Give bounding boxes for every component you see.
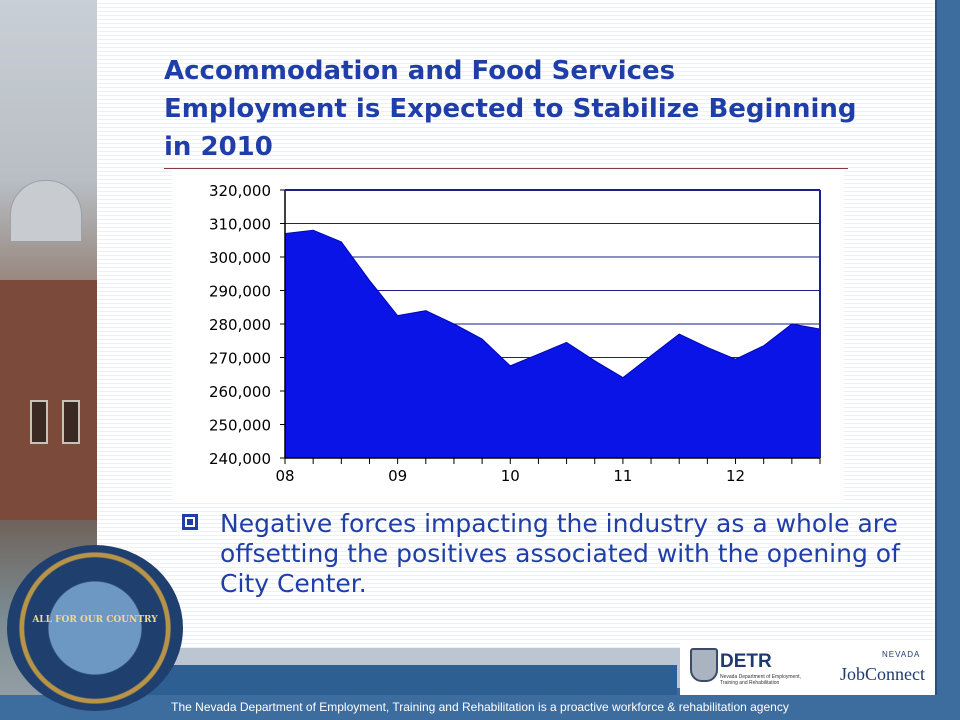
jobconnect-state-text: NEVADA [882,650,921,659]
y-tick-label: 300,000 [209,249,271,267]
right-border [935,0,960,720]
y-tick-label: 280,000 [209,316,271,334]
building-window [62,400,80,444]
footer-text: The Nevada Department of Employment, Tra… [171,700,789,714]
building-window [30,400,48,444]
y-tick-label: 240,000 [209,450,271,468]
checkbox-bullet-icon [182,514,198,530]
nevada-state-seal: ALL FOR OUR COUNTRY [7,545,183,711]
employment-area-chart: 320,000 310,000 300,000 290,000 280,000 270,0… [209,182,821,485]
x-tick-label: 10 [501,467,520,485]
y-tick-label: 260,000 [209,383,271,401]
footer-bar [0,695,960,720]
capitol-building [0,280,97,520]
y-tick-label: 320,000 [209,182,271,200]
x-tick-label: 09 [388,467,407,485]
jobconnect-name-text: JobConnect [840,664,925,684]
footer-band-dark [97,665,677,695]
x-tick-label: 12 [726,467,745,485]
y-tick-label: 310,000 [209,216,271,234]
detr-logo-text: DETR [720,651,772,672]
logo-panel: DETR Nevada Department of Employment, Tr… [680,640,935,695]
nevada-shield-icon [690,648,718,682]
detr-logo: DETR Nevada Department of Employment, Tr… [690,646,810,688]
seal-text: ALL FOR OUR COUNTRY [32,615,158,625]
title-underline [164,168,848,169]
capitol-dome [10,180,82,242]
y-tick-label: 250,000 [209,417,271,435]
employment-area-series [284,229,821,459]
slide-title: Accommodation and Food Services Employme… [164,56,857,162]
bullet-text: Negative forces impacting the industry a… [220,509,900,598]
y-tick-label: 290,000 [209,283,271,301]
detr-logo-subtext: Nevada Department of Employment, Trainin… [720,674,801,686]
x-tick-label: 11 [613,467,632,485]
x-tick-label: 08 [275,467,294,485]
y-tick-label: 270,000 [209,350,271,368]
jobconnect-logo: NEVADA JobConnect [840,650,935,690]
